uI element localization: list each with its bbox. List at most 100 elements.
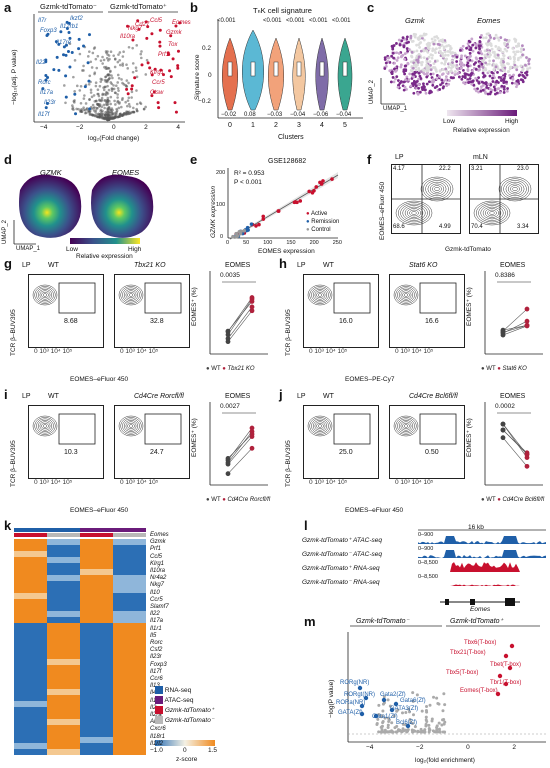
panel-i: i LP TCR β–BUV395 EOMES–eFluor 450 WT 10.3 0 1… xyxy=(0,387,275,518)
pair-line xyxy=(502,320,528,334)
pair-line xyxy=(502,325,528,331)
point xyxy=(396,708,400,712)
cell xyxy=(410,40,414,43)
paired-plot xyxy=(484,271,543,355)
point xyxy=(91,51,95,55)
cell xyxy=(459,61,462,65)
point xyxy=(44,74,48,78)
point xyxy=(121,62,125,65)
heat-cell xyxy=(113,569,146,575)
point xyxy=(424,718,428,722)
contour xyxy=(407,208,421,218)
cell xyxy=(499,79,503,82)
cell xyxy=(453,70,457,73)
point xyxy=(140,56,143,60)
wt-point xyxy=(225,328,231,334)
point xyxy=(101,62,104,65)
cell xyxy=(418,41,422,45)
legend-item: ● Remission xyxy=(306,219,340,225)
heat-cell xyxy=(14,713,47,719)
pair-line xyxy=(502,325,528,336)
panel-label: b xyxy=(190,0,198,15)
x-axis-label: EOMES–eFluor 450 xyxy=(345,507,404,514)
cell xyxy=(482,81,486,85)
cell xyxy=(516,50,520,54)
gene-label: Csf2 xyxy=(150,647,163,654)
heat-cell xyxy=(14,635,47,641)
point xyxy=(64,43,68,47)
boxplot xyxy=(227,61,233,77)
cell xyxy=(452,76,455,80)
point xyxy=(103,106,106,110)
panel-a: a Gzmk-tdTomato⁻ Gzmk-tdTomato⁺ −log₁₀(a… xyxy=(0,0,191,150)
point xyxy=(442,692,446,696)
cell xyxy=(469,54,472,58)
legend-title: Relative expression xyxy=(453,127,510,134)
cell xyxy=(479,49,482,53)
cell xyxy=(477,76,480,80)
down-points xyxy=(41,20,92,116)
contour xyxy=(318,424,322,428)
cell xyxy=(474,89,478,93)
cell xyxy=(407,48,411,51)
cell xyxy=(417,77,421,81)
cell xyxy=(394,77,397,81)
p-value: <0.001 xyxy=(286,18,305,24)
cell xyxy=(487,70,491,73)
cell xyxy=(383,56,387,60)
point xyxy=(385,730,389,734)
x-axis-label: EOMES expression xyxy=(258,248,315,255)
cell xyxy=(520,47,524,51)
cell xyxy=(488,51,491,55)
contour xyxy=(32,415,58,437)
point xyxy=(89,60,93,64)
cell xyxy=(451,54,455,58)
heat-cell xyxy=(14,695,47,701)
cell xyxy=(481,83,485,87)
point xyxy=(118,63,122,67)
heat-cell xyxy=(14,689,47,695)
point xyxy=(77,37,81,41)
p-value: <0.001 xyxy=(309,18,328,24)
panel-label: e xyxy=(190,152,198,167)
point xyxy=(59,30,63,34)
point xyxy=(420,709,424,713)
point xyxy=(161,73,165,77)
point xyxy=(44,78,48,82)
contour xyxy=(307,284,333,306)
heat-cell xyxy=(47,737,80,743)
point xyxy=(107,54,111,57)
heat-cell xyxy=(113,611,146,617)
cell xyxy=(422,71,425,75)
point xyxy=(125,112,129,116)
y-axis-label: GZMK expression xyxy=(210,185,217,238)
gene-label: Il17a xyxy=(40,90,54,96)
cell xyxy=(483,53,487,57)
point xyxy=(129,111,133,115)
heat-cell xyxy=(113,653,146,659)
heat-cell xyxy=(47,671,80,677)
cell xyxy=(415,79,419,83)
heat-cell xyxy=(14,557,47,563)
cell xyxy=(413,35,417,39)
point xyxy=(107,66,110,70)
gene-label: Ccr5 xyxy=(150,596,163,603)
point xyxy=(70,51,74,55)
point xyxy=(135,89,138,92)
heat-cell xyxy=(14,563,47,569)
point xyxy=(427,730,431,734)
cell xyxy=(391,47,395,51)
heat-cell xyxy=(113,665,146,671)
gene-label: Il17re xyxy=(56,40,72,46)
cell xyxy=(431,47,435,51)
heat-cell xyxy=(47,659,80,665)
cell xyxy=(409,36,413,40)
contour xyxy=(473,200,511,226)
cell xyxy=(438,88,442,91)
point xyxy=(118,51,122,54)
point xyxy=(134,66,138,70)
median-label: 0.08 xyxy=(244,112,256,118)
contour xyxy=(32,284,58,306)
heat-cell xyxy=(47,581,80,587)
panel-label: h xyxy=(279,256,287,271)
